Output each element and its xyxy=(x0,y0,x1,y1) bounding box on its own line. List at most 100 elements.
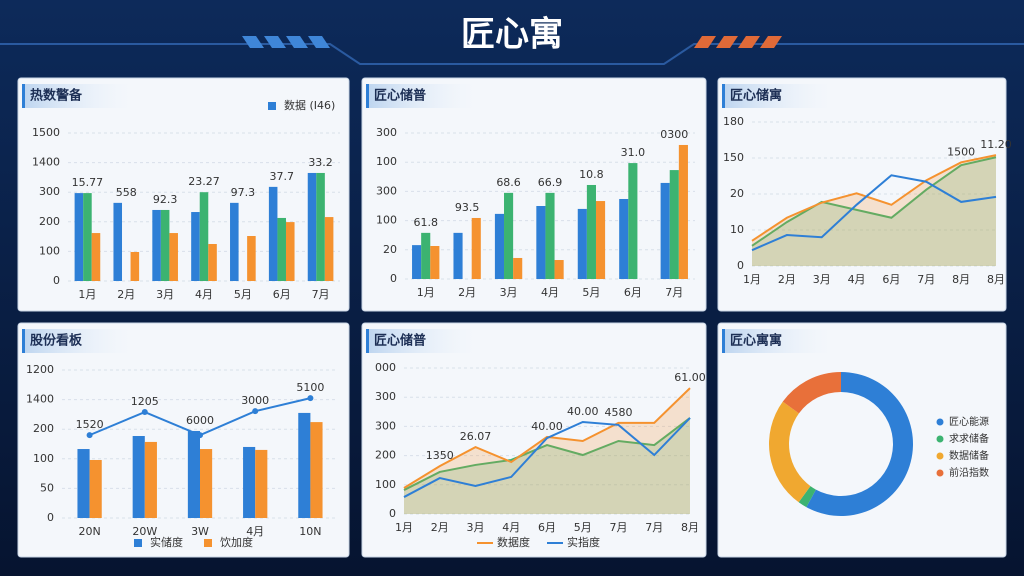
y-tick-label: 200 xyxy=(375,449,396,462)
bar xyxy=(243,446,256,518)
panel-title: 匠心储普 xyxy=(374,88,426,104)
annotation: 40.00 xyxy=(567,405,599,418)
bar xyxy=(430,246,440,279)
annotation: 26.07 xyxy=(460,430,492,443)
x-tick-label: 7月 xyxy=(312,288,330,301)
bar xyxy=(91,233,101,281)
annotation: 5100 xyxy=(296,381,324,394)
bar xyxy=(230,202,239,281)
legend-swatch xyxy=(936,418,944,426)
x-tick-label: 6月 xyxy=(538,521,556,534)
line xyxy=(751,156,997,247)
bar xyxy=(669,170,679,279)
line-point xyxy=(86,432,93,439)
x-tick-label: 4月 xyxy=(848,273,866,286)
bar xyxy=(152,209,161,281)
bar xyxy=(208,244,217,281)
bar xyxy=(298,412,311,518)
x-tick-label: 5月 xyxy=(582,286,600,299)
bar xyxy=(513,257,523,279)
legend-swatch xyxy=(134,539,142,547)
bar xyxy=(255,449,268,518)
panel xyxy=(717,322,1007,558)
bar xyxy=(324,217,334,281)
x-tick-label: 4月 xyxy=(195,288,213,301)
y-tick-label: 0 xyxy=(53,274,60,287)
annotation: 11.20 xyxy=(980,138,1012,151)
bar xyxy=(277,217,286,281)
legend-label: 匠心能源 xyxy=(949,415,989,428)
bar xyxy=(421,232,431,279)
x-tick-label: 1月 xyxy=(78,288,96,301)
panel-title-tab xyxy=(722,84,832,108)
annotation: 92.3 xyxy=(153,193,178,206)
annotation: 10.8 xyxy=(579,168,604,181)
y-tick-label: 20 xyxy=(383,243,397,256)
panel-title: 匠心储寓 xyxy=(730,88,782,104)
bar xyxy=(77,449,90,518)
panel-title-accent xyxy=(366,329,369,353)
legend-label: 求求储备 xyxy=(949,432,989,445)
header-stripes xyxy=(242,36,782,48)
x-tick-label: 3月 xyxy=(467,521,485,534)
legend-label: 实指度 xyxy=(567,535,600,549)
bar xyxy=(285,222,295,281)
y-tick-label: 0 xyxy=(389,507,396,520)
area xyxy=(404,388,690,514)
bar xyxy=(316,172,325,281)
bar xyxy=(200,449,213,518)
x-tick-label: 2月 xyxy=(458,286,476,299)
panel-title-tab xyxy=(22,329,132,353)
x-tick-label: 8月 xyxy=(681,521,699,534)
bar xyxy=(268,186,278,281)
x-tick-label: 7月 xyxy=(917,273,935,286)
legend-swatch xyxy=(936,435,944,443)
annotation: 1350 xyxy=(426,449,454,462)
annotation: 33.2 xyxy=(308,156,333,169)
annotation: 40.00 xyxy=(531,420,563,433)
y-tick-label: 200 xyxy=(33,422,54,435)
bar xyxy=(160,209,170,281)
line-point xyxy=(252,408,259,415)
bar xyxy=(504,192,514,279)
y-tick-label: 100 xyxy=(33,452,54,465)
panel-title: 热数警备 xyxy=(30,88,83,104)
y-tick-label: 300 xyxy=(39,185,60,198)
x-tick-label: 20W xyxy=(132,525,157,538)
x-tick-label: 4月 xyxy=(502,521,520,534)
bar xyxy=(74,193,84,281)
bar xyxy=(310,422,323,518)
y-tick-label: 200 xyxy=(39,215,60,228)
x-tick-label: 10N xyxy=(299,525,321,538)
bar xyxy=(536,206,546,279)
x-tick-label: 3W xyxy=(191,525,209,538)
bar xyxy=(169,233,178,281)
legend-label: 饮加度 xyxy=(220,535,253,549)
y-tick-label: 150 xyxy=(723,151,744,164)
annotation: 68.6 xyxy=(496,176,521,189)
x-tick-label: 5月 xyxy=(574,521,592,534)
bar xyxy=(132,436,145,518)
y-tick-label: 300 xyxy=(376,184,397,197)
donut-segment xyxy=(806,372,913,516)
y-tick-label: 1400 xyxy=(32,156,60,169)
bar xyxy=(678,144,688,279)
bar xyxy=(412,245,422,279)
x-tick-label: 3月 xyxy=(156,288,174,301)
annotation: 1205 xyxy=(131,395,159,408)
annotation: 23.27 xyxy=(188,175,220,188)
legend-swatch xyxy=(936,469,944,477)
y-tick-label: 300 xyxy=(375,390,396,403)
y-tick-label: 300 xyxy=(376,126,397,139)
x-tick-label: 1月 xyxy=(395,521,413,534)
bar xyxy=(307,172,317,281)
x-tick-label: 7月 xyxy=(610,521,628,534)
x-tick-label: 2月 xyxy=(431,521,449,534)
panel xyxy=(17,77,350,312)
donut-segment xyxy=(798,486,816,508)
line-point xyxy=(197,432,203,439)
panel-title-tab xyxy=(366,84,476,108)
bar xyxy=(554,260,564,279)
y-tick-label: 300 xyxy=(375,419,396,432)
